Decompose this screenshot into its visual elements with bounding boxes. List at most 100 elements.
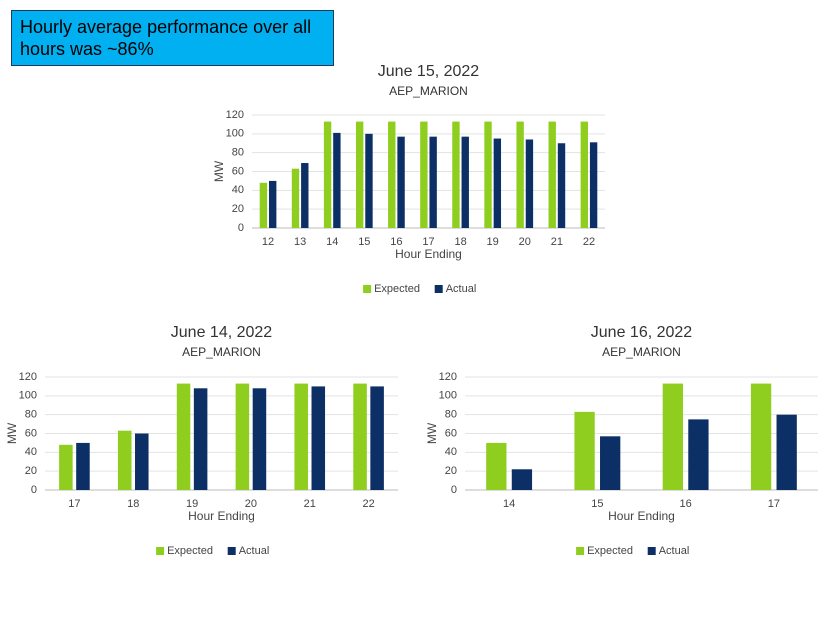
bar	[750, 383, 772, 490]
legend-swatch	[576, 547, 585, 555]
bar	[589, 142, 598, 228]
x-tick-label: 19	[186, 498, 198, 510]
x-tick-label: 17	[422, 236, 434, 248]
x-tick-label: 18	[454, 236, 466, 248]
bar	[420, 121, 428, 228]
bar	[294, 383, 308, 490]
legend-swatch	[647, 547, 656, 555]
x-tick-label: 21	[551, 236, 563, 248]
bar	[452, 121, 460, 228]
x-tick-label: 15	[591, 498, 603, 510]
bar	[76, 442, 90, 490]
bar	[269, 180, 277, 228]
bar	[176, 383, 191, 490]
y-tick-label: 40	[25, 446, 37, 458]
legend-swatch	[434, 285, 443, 293]
bar	[311, 386, 326, 490]
y-tick-label: 40	[232, 184, 244, 196]
bar	[301, 163, 309, 228]
chart-title: June 16, 2022	[591, 324, 693, 341]
x-tick-label: 16	[680, 498, 692, 510]
bar	[493, 138, 502, 228]
bar	[193, 388, 208, 490]
x-tick-label: 17	[68, 498, 80, 510]
legend-swatch	[227, 547, 236, 555]
callout: Hourly average performance over all hour…	[11, 10, 334, 66]
y-tick-label: 0	[238, 222, 244, 234]
y-tick-label: 60	[25, 427, 37, 439]
y-axis-label: MW	[5, 422, 19, 444]
y-axis-label: MW	[425, 422, 439, 444]
y-tick-label: 120	[226, 109, 244, 121]
bar	[486, 442, 507, 490]
x-tick-label: 14	[503, 498, 515, 510]
y-tick-label: 60	[445, 427, 457, 439]
x-tick-label: 13	[294, 236, 306, 248]
chart-subtitle: AEP_MARION	[602, 345, 681, 359]
bar	[484, 121, 492, 228]
y-tick-label: 20	[445, 465, 457, 477]
x-tick-label: 20	[519, 236, 531, 248]
y-tick-label: 80	[445, 409, 457, 421]
x-tick-label: 18	[127, 498, 139, 510]
bar	[516, 121, 524, 228]
bar	[662, 383, 683, 490]
x-tick-label: 21	[304, 498, 316, 510]
x-tick-label: 12	[262, 236, 274, 248]
bar	[370, 386, 384, 490]
y-tick-label: 120	[19, 371, 37, 383]
chart-title: June 15, 2022	[378, 63, 480, 80]
x-tick-label: 17	[768, 498, 780, 510]
bar	[259, 182, 268, 228]
y-tick-label: 0	[451, 484, 457, 496]
bar	[429, 136, 437, 228]
y-tick-label: 80	[232, 147, 244, 159]
x-tick-label: 22	[583, 236, 595, 248]
bar	[511, 469, 533, 490]
bar	[548, 121, 556, 228]
bar	[117, 430, 132, 490]
bar	[574, 411, 595, 490]
x-tick-label: 16	[390, 236, 402, 248]
legend-label: Actual	[446, 283, 477, 295]
legend-label: Actual	[659, 545, 690, 557]
bar	[397, 136, 405, 228]
legend-swatch	[363, 285, 372, 293]
y-axis-label: MW	[212, 160, 226, 182]
bar	[323, 121, 332, 228]
y-tick-label: 60	[232, 165, 244, 177]
x-tick-label: 14	[326, 236, 338, 248]
y-tick-label: 20	[25, 465, 37, 477]
legend-label: Actual	[239, 545, 270, 557]
bar	[600, 436, 621, 490]
y-tick-label: 80	[25, 409, 37, 421]
bar	[776, 414, 797, 490]
bar	[252, 388, 267, 490]
bar	[235, 383, 250, 490]
bar	[365, 133, 373, 228]
bar	[353, 383, 367, 490]
legend-swatch	[156, 547, 165, 555]
x-tick-label: 19	[487, 236, 499, 248]
y-tick-label: 100	[19, 390, 37, 402]
y-tick-label: 40	[445, 446, 457, 458]
x-tick-label: 20	[245, 498, 257, 510]
y-tick-label: 100	[226, 128, 244, 140]
bar	[355, 121, 364, 228]
y-tick-label: 20	[232, 203, 244, 215]
x-axis-label: Hour Ending	[188, 509, 255, 523]
bar	[333, 132, 341, 228]
bar	[59, 444, 73, 490]
legend-label: Expected	[587, 545, 633, 557]
bar	[580, 121, 588, 228]
legend-label: Expected	[374, 283, 420, 295]
bar	[388, 121, 396, 228]
bar	[557, 143, 566, 228]
bar	[291, 168, 300, 228]
bar	[461, 136, 469, 228]
bar	[525, 139, 534, 228]
y-tick-label: 120	[439, 371, 457, 383]
y-tick-label: 0	[31, 484, 37, 496]
